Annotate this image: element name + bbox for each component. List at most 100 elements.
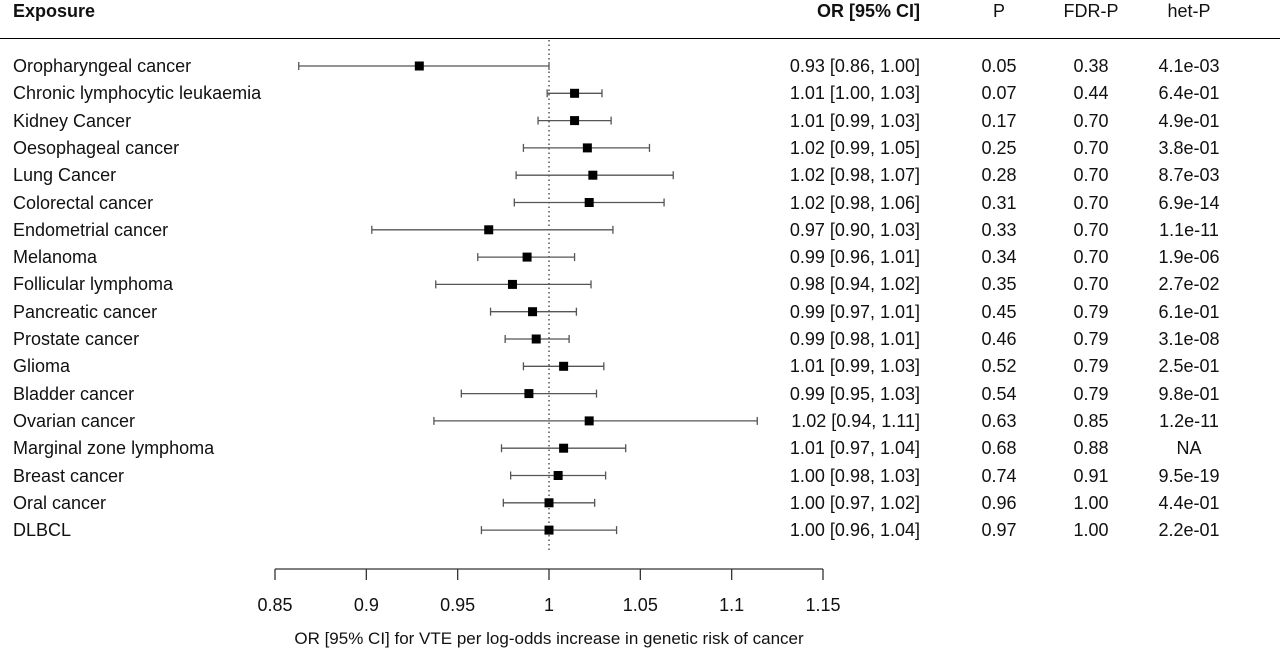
or-ci-value: 1.00 [0.98, 1.03]	[789, 465, 920, 486]
fdr-p-value: 0.70	[1073, 219, 1109, 240]
x-axis-title: OR [95% CI] for VTE per log-odds increas…	[294, 629, 804, 648]
exposure-column-header: Exposure	[13, 1, 96, 21]
p-value: 0.34	[981, 247, 1017, 268]
p-value: 0.97	[981, 520, 1017, 541]
or-ci-value: 1.00 [0.96, 1.04]	[789, 520, 920, 541]
exposure-label: Bladder cancer	[13, 383, 135, 404]
p-column-header: P	[992, 1, 1005, 21]
or-ci-value: 1.01 [0.99, 1.03]	[789, 110, 920, 131]
p-value: 0.05	[981, 56, 1017, 76]
or-ci-value: 1.02 [0.94, 1.11]	[791, 410, 920, 431]
exposure-label: Colorectal cancer	[13, 192, 154, 213]
or-ci-value: 0.97 [0.90, 1.03]	[789, 219, 920, 240]
p-value: 0.33	[981, 219, 1017, 240]
point-estimate	[484, 225, 494, 235]
x-tick-label: 1	[544, 595, 554, 615]
het-p-value: 2.5e-01	[1158, 356, 1220, 377]
p-value: 0.31	[981, 192, 1017, 213]
or-ci-value: 1.02 [0.98, 1.06]	[789, 192, 920, 213]
het-p-value: 2.7e-02	[1158, 274, 1220, 295]
x-tick-label: 1.1	[719, 595, 744, 615]
or-ci-value: 0.99 [0.98, 1.01]	[789, 329, 920, 349]
het-p-column-header: het-P	[1167, 1, 1211, 21]
or-ci-value: 1.02 [0.99, 1.05]	[789, 137, 920, 158]
fdr-p-value: 0.88	[1073, 438, 1109, 459]
or-ci-value: 1.01 [0.97, 1.04]	[789, 438, 920, 459]
het-p-value: 6.9e-14	[1158, 192, 1220, 213]
x-tick-label: 0.9	[354, 595, 379, 615]
fdr-p-column-header: FDR-P	[1063, 1, 1119, 21]
point-estimate	[570, 116, 580, 126]
point-estimate	[559, 443, 569, 453]
het-p-value: 9.5e-19	[1158, 465, 1220, 486]
het-p-value: 4.9e-01	[1158, 110, 1220, 131]
p-value: 0.96	[981, 492, 1017, 513]
exposure-label: Oropharyngeal cancer	[13, 56, 192, 76]
or-ci-value: 0.98 [0.94, 1.02]	[789, 274, 920, 295]
het-p-value: 4.4e-01	[1158, 492, 1220, 513]
p-value: 0.07	[981, 83, 1017, 104]
point-estimate	[544, 525, 554, 535]
het-p-value: 3.1e-08	[1158, 329, 1220, 349]
exposure-label: Oesophageal cancer	[13, 137, 180, 158]
exposure-label: DLBCL	[13, 520, 72, 541]
fdr-p-value: 0.91	[1073, 465, 1109, 486]
or-ci-value: 1.01 [0.99, 1.03]	[789, 356, 920, 377]
p-value: 0.35	[981, 274, 1017, 295]
exposure-label: Oral cancer	[13, 492, 107, 513]
het-p-value: 8.7e-03	[1158, 165, 1220, 186]
point-estimate	[528, 307, 538, 317]
exposure-label: Chronic lymphocytic leukaemia	[13, 83, 262, 104]
het-p-value: 1.2e-11	[1159, 410, 1219, 431]
x-tick-label: 0.85	[257, 595, 292, 615]
fdr-p-value: 0.38	[1073, 56, 1109, 76]
or-ci-value: 1.02 [0.98, 1.07]	[789, 165, 920, 186]
exposure-label: Lung Cancer	[13, 165, 117, 186]
het-p-value: 6.4e-01	[1158, 83, 1220, 104]
exposure-label: Marginal zone lymphoma	[13, 438, 215, 459]
exposure-label: Melanoma	[13, 247, 98, 268]
het-p-value: 4.1e-03	[1158, 56, 1220, 76]
point-estimate	[584, 198, 594, 207]
het-p-value: 9.8e-01	[1158, 383, 1220, 404]
het-p-value: NA	[1176, 438, 1202, 459]
header-rule	[0, 38, 1280, 39]
point-estimate	[522, 252, 532, 262]
p-value: 0.63	[981, 410, 1017, 431]
p-value: 0.54	[981, 383, 1017, 404]
p-value: 0.46	[981, 329, 1017, 349]
point-estimate	[553, 471, 563, 480]
fdr-p-value: 0.70	[1073, 247, 1109, 268]
het-p-value: 2.2e-01	[1158, 520, 1220, 541]
point-estimate	[524, 389, 534, 399]
point-estimate	[544, 498, 554, 508]
exposure-label: Endometrial cancer	[13, 219, 169, 240]
fdr-p-value: 0.79	[1073, 383, 1109, 404]
point-estimate	[507, 279, 517, 289]
fdr-p-value: 0.85	[1073, 410, 1109, 431]
fdr-p-value: 0.70	[1073, 137, 1109, 158]
point-estimate	[588, 170, 598, 180]
het-p-value: 1.1e-11	[1159, 219, 1219, 240]
x-tick-label: 0.95	[440, 595, 475, 615]
fdr-p-value: 0.70	[1073, 274, 1109, 295]
fdr-p-value: 0.44	[1073, 83, 1109, 104]
p-value: 0.45	[981, 301, 1017, 322]
exposure-label: Pancreatic cancer	[13, 301, 158, 322]
het-p-value: 3.8e-01	[1158, 137, 1220, 158]
exposure-label: Kidney Cancer	[13, 110, 132, 131]
fdr-p-value: 0.70	[1073, 165, 1109, 186]
or-ci-value: 0.99 [0.97, 1.01]	[789, 301, 920, 322]
table-header: Exposure OR [95% CI] P FDR-P het-P	[0, 0, 1280, 40]
fdr-p-value: 0.79	[1073, 356, 1109, 377]
or-ci-value: 0.99 [0.96, 1.01]	[789, 247, 920, 268]
fdr-p-value: 0.70	[1073, 110, 1109, 131]
het-p-value: 6.1e-01	[1158, 301, 1220, 322]
point-estimate	[414, 61, 424, 71]
fdr-p-value: 1.00	[1073, 492, 1109, 513]
point-estimate	[570, 88, 580, 98]
het-p-value: 1.9e-06	[1158, 247, 1220, 268]
p-value: 0.52	[981, 356, 1017, 377]
fdr-p-value: 1.00	[1073, 520, 1109, 541]
